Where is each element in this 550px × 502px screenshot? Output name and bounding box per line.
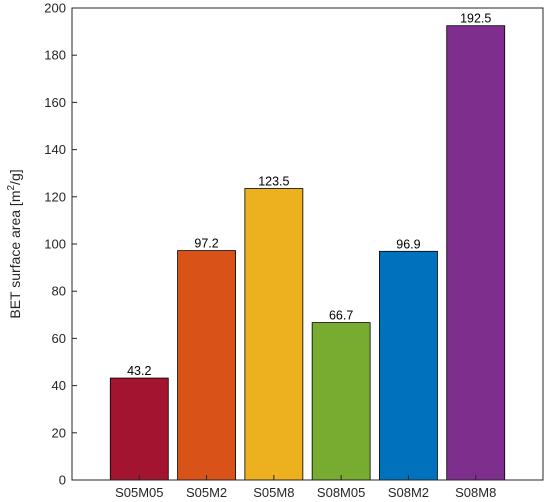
bar-S08M05 xyxy=(311,322,371,481)
bar-S08M2 xyxy=(379,250,438,481)
y-tick-label-200: 200 xyxy=(44,1,66,16)
x-tick-label-S08M2: S08M2 xyxy=(388,485,429,500)
y-axis-label-prefix: BET surface area [m xyxy=(7,191,23,319)
y-tick-label-20: 20 xyxy=(52,425,66,440)
bar-S05M2 xyxy=(177,250,236,481)
data-label-S05M2: 97.2 xyxy=(194,237,218,251)
y-tick-label-80: 80 xyxy=(52,284,66,299)
axes-box xyxy=(71,7,544,481)
y-axis-label-suffix: /g] xyxy=(7,169,23,185)
x-tick-label-S08M8: S08M8 xyxy=(455,485,496,500)
x-tick-label-S05M05: S05M05 xyxy=(115,485,163,500)
bars-group xyxy=(109,25,506,481)
x-axis-ticks: S05M05 S05M2 S05M8 S08M05 S08M2 S08M8 xyxy=(115,475,496,500)
y-tick-label-60: 60 xyxy=(52,331,66,346)
data-labels-group: 43.2 97.2 123.5 66.7 96.9 192.5 xyxy=(127,12,491,378)
data-label-S08M2: 96.9 xyxy=(396,237,420,251)
x-tick-label-S05M2: S05M2 xyxy=(186,485,227,500)
data-label-S05M05: 43.2 xyxy=(127,364,151,378)
y-tick-label-180: 180 xyxy=(44,48,66,63)
data-label-S05M8: 123.5 xyxy=(258,175,289,189)
y-axis-label: BET surface area [m2/g] xyxy=(6,169,23,318)
x-tick-label-S08M05: S08M05 xyxy=(317,485,365,500)
y-tick-label-120: 120 xyxy=(44,189,66,204)
bar-S08M8 xyxy=(446,25,506,481)
y-tick-label-140: 140 xyxy=(44,142,66,157)
y-tick-label-160: 160 xyxy=(44,95,66,110)
data-label-S08M8: 192.5 xyxy=(460,12,491,26)
bar-S05M8 xyxy=(244,188,304,481)
y-tick-label-0: 0 xyxy=(59,473,66,488)
y-axis-ticks: 0 20 40 60 80 100 120 140 160 180 200 xyxy=(44,1,77,488)
x-tick-label-S05M8: S05M8 xyxy=(253,485,294,500)
y-axis-label-superscript: 2 xyxy=(6,185,17,191)
data-label-S08M05: 66.7 xyxy=(329,309,353,323)
bar-S05M05 xyxy=(109,377,169,481)
y-tick-label-40: 40 xyxy=(52,378,66,393)
y-tick-label-100: 100 xyxy=(44,237,66,252)
